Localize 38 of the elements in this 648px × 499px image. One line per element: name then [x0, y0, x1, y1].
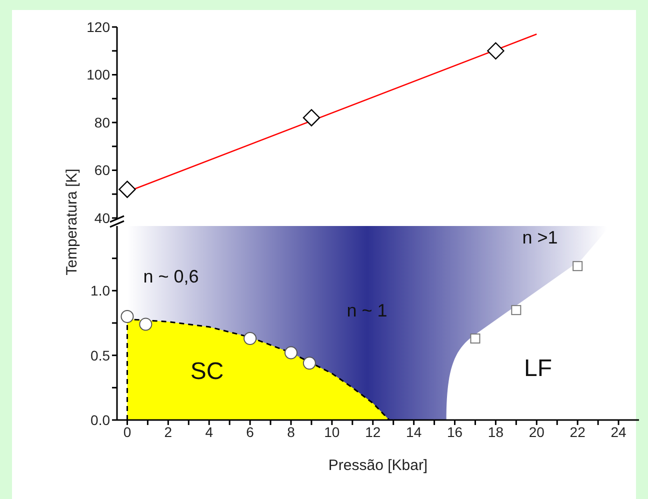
x-tick-label: 6 [246, 424, 254, 440]
x-tick-label: 0 [123, 424, 132, 440]
point [470, 334, 480, 344]
x-tick-label: 2 [164, 424, 172, 440]
x-tick-label: 10 [324, 424, 340, 440]
x-tick-label: 24 [610, 424, 627, 440]
x-tick-label: 14 [406, 424, 422, 440]
y-tick-label: 100 [86, 66, 110, 83]
y-axis-title: Temperatura [K] [64, 168, 80, 276]
x-tick-label: 22 [570, 424, 586, 440]
x-tick-label: 8 [287, 424, 296, 440]
annotation: SC [190, 358, 224, 386]
point [244, 332, 257, 346]
y-tick-label: 80 [94, 114, 110, 130]
y-tick-label: 40 [94, 210, 110, 226]
annotation: n ~ 0,6 [143, 266, 199, 288]
y-tick-label: 120 [86, 18, 110, 35]
x-tick-label: 12 [365, 424, 381, 440]
x-tick-label: 4 [205, 424, 214, 440]
point [284, 346, 298, 360]
annotation: n >1 [522, 228, 558, 248]
y-tick-label: 0.5 [90, 347, 110, 364]
x-tick-label: 16 [446, 424, 463, 440]
y-tick-label: 0.0 [90, 412, 110, 428]
annotation: LF [524, 355, 552, 383]
point [572, 261, 583, 272]
point [118, 180, 136, 198]
y-tick-label: 1.0 [90, 282, 110, 299]
x-axis-title: Pressão [Kbar] [328, 457, 428, 474]
x-tick-label: 20 [528, 424, 545, 440]
point [302, 109, 320, 126]
point [139, 318, 152, 331]
point [487, 42, 504, 60]
x-tick-label: 18 [488, 424, 504, 440]
y-tick-label: 60 [94, 162, 110, 178]
annotation: n ~ 1 [346, 300, 388, 322]
point [511, 305, 522, 316]
point [302, 356, 316, 370]
